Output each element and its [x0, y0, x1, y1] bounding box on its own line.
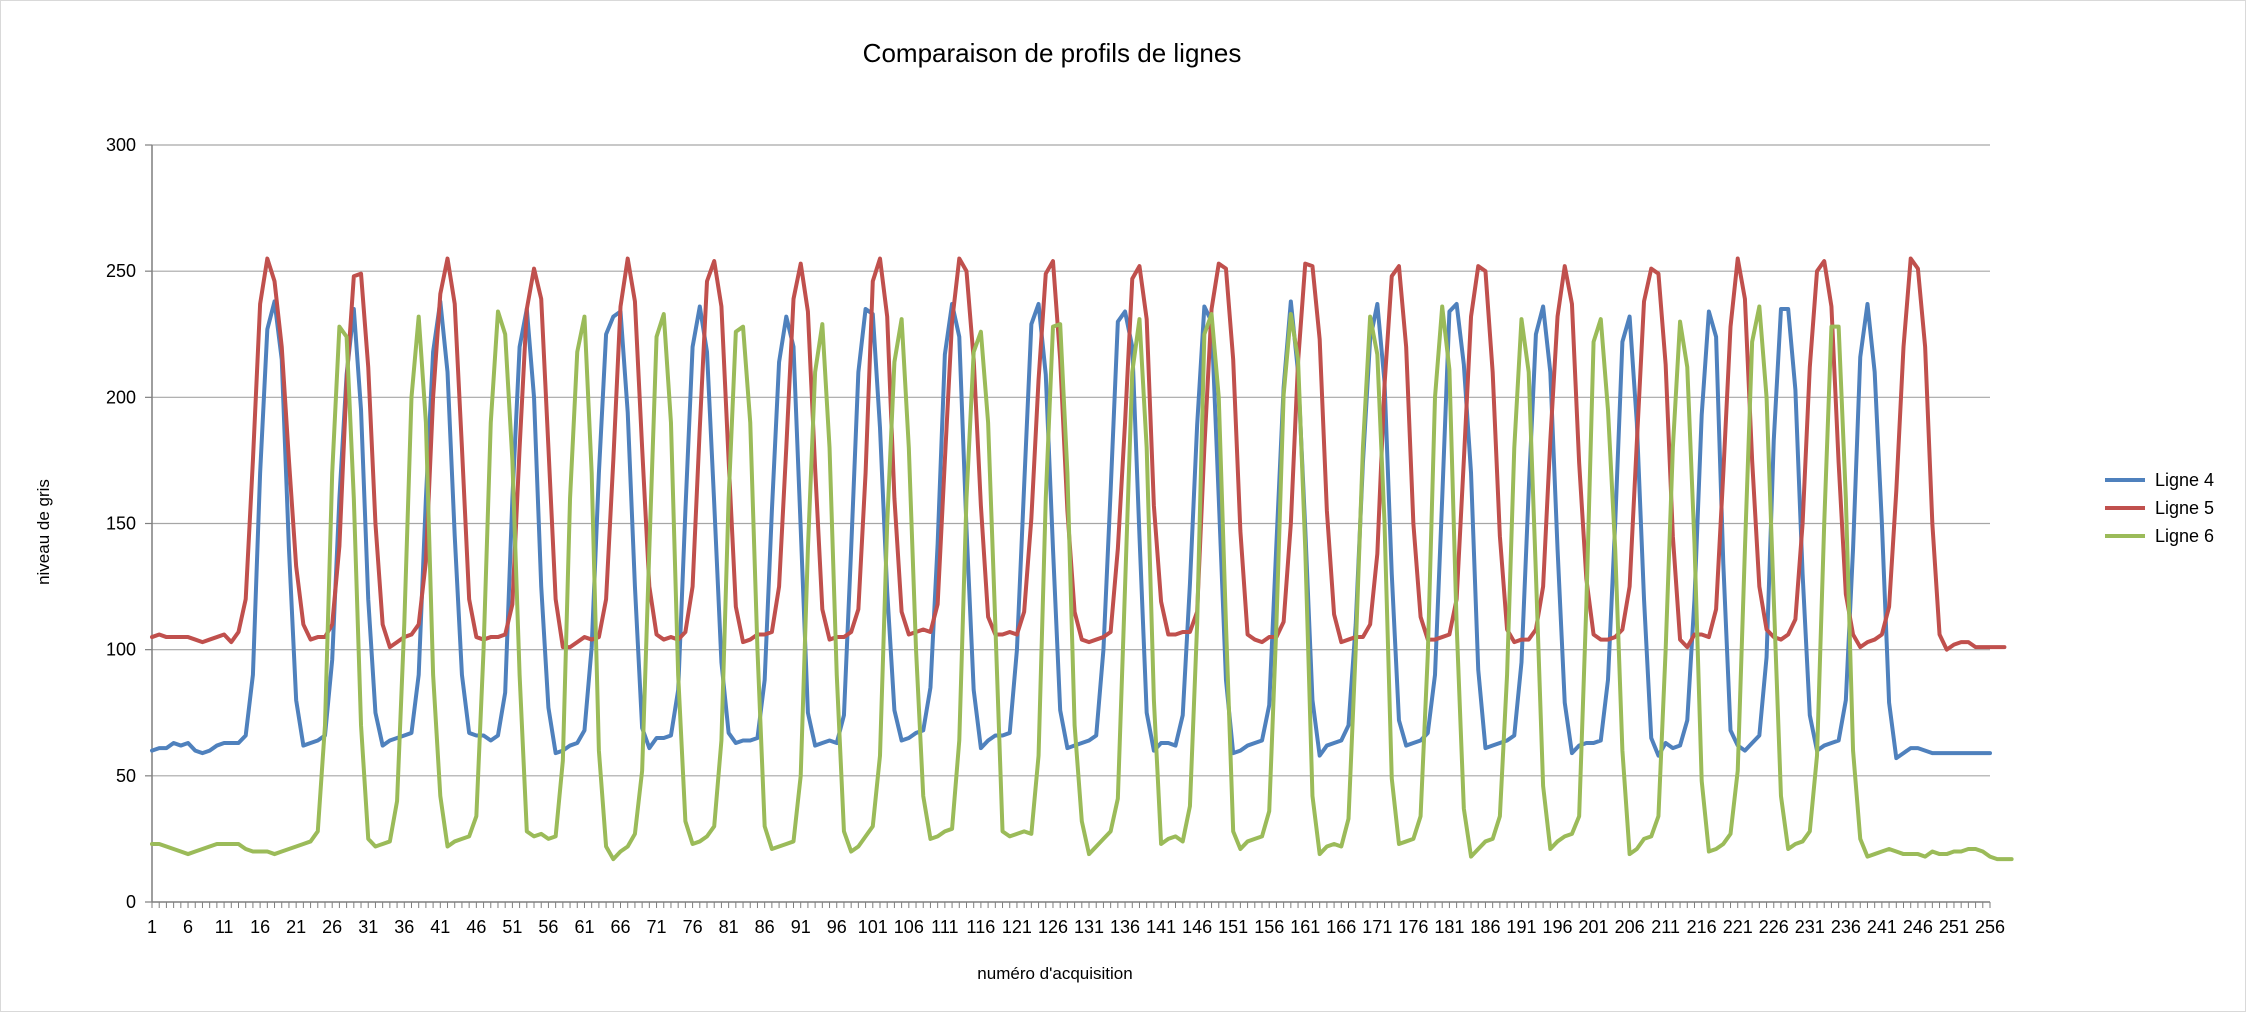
x-tick-label-176: 176	[1398, 917, 1428, 937]
x-tick-label-166: 166	[1326, 917, 1356, 937]
x-tick-label-101: 101	[858, 917, 888, 937]
x-tick-label-61: 61	[574, 917, 594, 937]
series-lines	[150, 256, 2014, 862]
x-tick-label-146: 146	[1182, 917, 1212, 937]
y-tick-label-250: 250	[106, 261, 136, 281]
x-tick-label-26: 26	[322, 917, 342, 937]
x-tick-label-46: 46	[466, 917, 486, 937]
x-tick-label-141: 141	[1146, 917, 1176, 937]
x-tick-label-86: 86	[755, 917, 775, 937]
y-tick-label-0: 0	[126, 892, 136, 912]
series-line-ligne-4	[150, 299, 1992, 761]
x-tick-label-66: 66	[610, 917, 630, 937]
x-tick-label-76: 76	[683, 917, 703, 937]
gridlines	[152, 144, 1990, 777]
legend-label-ligne-5: Ligne 5	[2155, 498, 2214, 518]
x-tick-label-151: 151	[1218, 917, 1248, 937]
x-tick-label-161: 161	[1290, 917, 1320, 937]
x-tick-label-221: 221	[1723, 917, 1753, 937]
x-tick-label-126: 126	[1038, 917, 1068, 937]
x-tick-label-256: 256	[1975, 917, 2005, 937]
x-tick-label-51: 51	[502, 917, 522, 937]
x-tick-label-91: 91	[791, 917, 811, 937]
x-tick-label-211: 211	[1651, 917, 1680, 937]
x-tick-label-186: 186	[1470, 917, 1500, 937]
x-tick-label-231: 231	[1795, 917, 1825, 937]
chart-title: Comparaison de profils de lignes	[863, 38, 1242, 68]
x-tick-label-31: 31	[358, 917, 378, 937]
x-tick-label-131: 131	[1074, 917, 1104, 937]
y-tick-label-300: 300	[106, 135, 136, 155]
y-tick-label-100: 100	[106, 640, 136, 660]
x-tick-label-71: 71	[647, 917, 667, 937]
y-tick-label-150: 150	[106, 514, 136, 534]
x-tick-label-106: 106	[894, 917, 924, 937]
legend: Ligne 4 Ligne 5 Ligne 6	[2105, 470, 2214, 546]
x-tick-label-226: 226	[1759, 917, 1789, 937]
x-tick-label-236: 236	[1831, 917, 1861, 937]
x-tick-label-241: 241	[1867, 917, 1897, 937]
x-tick-label-56: 56	[538, 917, 558, 937]
x-tick-label-41: 41	[430, 917, 450, 937]
x-tick-label-216: 216	[1687, 917, 1717, 937]
x-tick-label-116: 116	[967, 917, 996, 937]
legend-label-ligne-6: Ligne 6	[2155, 526, 2214, 546]
x-tick-label-171: 171	[1362, 917, 1392, 937]
x-tick-label-196: 196	[1543, 917, 1573, 937]
series-line-ligne-6	[150, 304, 2014, 862]
x-axis-label: numéro d'acquisition	[977, 964, 1132, 983]
x-tick-label-16: 16	[250, 917, 270, 937]
x-tick-label-96: 96	[827, 917, 847, 937]
x-tick-label-201: 201	[1579, 917, 1609, 937]
x-tick-label-81: 81	[719, 917, 739, 937]
x-tick-label-191: 191	[1506, 917, 1536, 937]
x-tick-label-246: 246	[1903, 917, 1933, 937]
x-tick-label-181: 181	[1434, 917, 1464, 937]
x-tick-label-36: 36	[394, 917, 414, 937]
x-tick-label-251: 251	[1939, 917, 1969, 937]
x-tick-label-156: 156	[1254, 917, 1284, 937]
x-tick-label-21: 21	[286, 917, 306, 937]
x-tick-label-121: 121	[1002, 917, 1032, 937]
y-tick-label-200: 200	[106, 387, 136, 407]
x-tick-label-136: 136	[1110, 917, 1140, 937]
x-tick-label-1: 1	[147, 917, 157, 937]
x-tick-label-111: 111	[931, 917, 958, 937]
x-tick-label-206: 206	[1615, 917, 1645, 937]
x-tick-label-6: 6	[183, 917, 193, 937]
y-axis-label: niveau de gris	[34, 479, 53, 585]
x-tick-label-11: 11	[215, 917, 234, 937]
y-tick-label-50: 50	[116, 766, 136, 786]
legend-label-ligne-4: Ligne 4	[2155, 470, 2214, 490]
